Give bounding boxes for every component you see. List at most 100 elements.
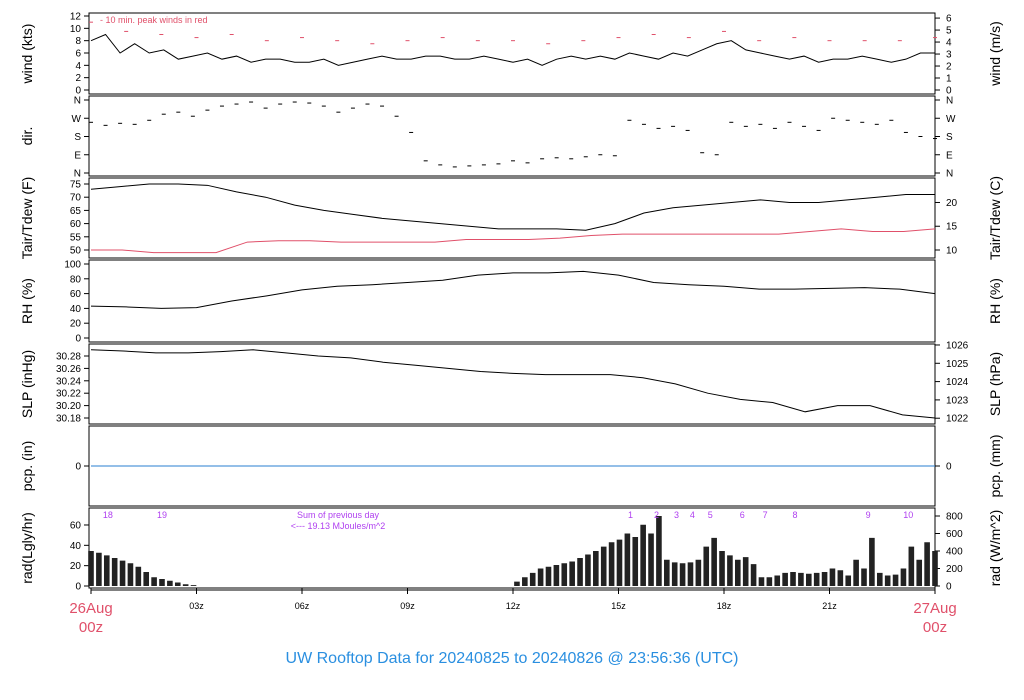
rad-bar — [932, 551, 938, 586]
series-line-SLP — [90, 349, 936, 419]
rad-bar — [861, 568, 867, 586]
rad-bar — [766, 577, 773, 586]
rad-bar — [892, 574, 899, 586]
rad-bar — [648, 533, 654, 586]
rad-bar — [111, 558, 118, 586]
x-tick-label: 06z — [295, 601, 310, 611]
ytick-right-label-dir: N — [946, 169, 953, 180]
ytick-right-label-rad: 0 — [946, 582, 952, 593]
rad-bar — [585, 554, 591, 586]
panel-frame-rh — [88, 259, 936, 343]
ytick-right-label-pcp: 0 — [946, 462, 952, 473]
ylabel-dir: dir. — [19, 127, 35, 146]
rad-bar — [727, 555, 733, 586]
rad-bar — [96, 552, 102, 586]
rad-bar — [916, 559, 923, 586]
rad-bar — [127, 563, 134, 586]
rad-bar — [561, 563, 568, 586]
rad-hour-label: 5 — [708, 510, 713, 520]
ytick-label-wind: 8 — [75, 36, 81, 47]
rad-bar — [798, 572, 804, 586]
rad-bar — [821, 572, 828, 586]
ylabel-slp: SLP (inHg) — [19, 350, 35, 418]
rad-bar — [750, 564, 757, 586]
rad-bar — [522, 577, 528, 586]
rad-bar — [616, 539, 623, 586]
ytick-label-temp: 65 — [70, 206, 82, 217]
ylabel-temp: Tair/Tdew (F) — [19, 177, 35, 259]
rad-bar — [869, 537, 875, 586]
ylabel-rh: RH (%) — [19, 278, 35, 324]
ylabel-right-wind: wind (m/s) — [987, 21, 1003, 87]
ytick-label-dir: N — [74, 96, 81, 107]
ylabel-wind: wind (kts) — [19, 24, 35, 85]
rad-bar — [703, 546, 710, 586]
rad-hour-label: 3 — [674, 510, 679, 520]
panel-frame-temp — [88, 177, 936, 259]
rad-bar — [900, 568, 907, 586]
panel-frame-rad — [88, 507, 936, 589]
rad-bar — [924, 542, 930, 586]
ytick-label-dir: W — [72, 114, 82, 125]
ytick-right-label-temp: 10 — [946, 246, 958, 257]
ylabel-right-temp: Tair/Tdew (C) — [987, 176, 1003, 260]
ytick-right-label-rad: 800 — [946, 512, 963, 523]
ytick-right-label-rad: 200 — [946, 564, 963, 575]
rad-bar — [167, 580, 173, 586]
rad-bar — [537, 568, 544, 586]
ytick-right-label-dir: E — [946, 150, 953, 161]
ytick-label-temp: 70 — [70, 193, 82, 204]
peak-wind-note: - 10 min. peak winds in red — [100, 15, 208, 25]
ytick-label-wind: 0 — [75, 86, 81, 97]
rad-bar — [143, 572, 150, 586]
ytick-label-rh: 40 — [70, 304, 82, 315]
ytick-label-slp: 30.24 — [56, 376, 81, 387]
rad-bar — [758, 577, 765, 586]
rad-hour-label: 19 — [157, 510, 167, 520]
ytick-label-rad: 0 — [75, 582, 81, 593]
ytick-right-label-rad: 600 — [946, 529, 963, 540]
rad-bar — [119, 560, 126, 586]
rad-bar — [742, 557, 749, 586]
x-tick-label: 12z — [506, 601, 521, 611]
ytick-right-label-dir: N — [946, 96, 953, 107]
series-line-wind — [90, 33, 935, 66]
rad-hour-label: 7 — [763, 510, 768, 520]
rad-bar — [790, 572, 796, 586]
ytick-label-wind: 4 — [75, 61, 81, 72]
rad-bar — [837, 570, 844, 586]
ytick-label-slp: 30.26 — [56, 364, 81, 375]
ytick-label-dir: S — [74, 132, 81, 143]
ytick-label-temp: 55 — [70, 232, 82, 243]
ytick-right-label-slp: 1023 — [946, 395, 969, 406]
rad-bar — [656, 516, 662, 586]
rad-hour-label: 10 — [903, 510, 913, 520]
ytick-right-label-temp: 15 — [946, 222, 958, 233]
x-tick-label: 21z — [822, 601, 837, 611]
rad-hour-label: 18 — [103, 510, 113, 520]
ytick-label-slp: 30.20 — [56, 401, 81, 412]
ytick-label-rh: 60 — [70, 289, 82, 300]
x-tick-label: 03z — [189, 601, 204, 611]
ytick-right-label-dir: W — [946, 114, 956, 125]
rad-bar — [679, 563, 686, 586]
ytick-label-dir: N — [74, 169, 81, 180]
rad-bar — [182, 584, 189, 586]
rad-bar — [569, 561, 575, 586]
ylabel-rad: rad(Lgly/hr) — [19, 512, 35, 584]
rad-hour-label: 4 — [690, 510, 695, 520]
rad-bar — [845, 575, 852, 586]
ytick-label-rad: 60 — [70, 520, 82, 531]
ytick-right-label-wind: 4 — [946, 38, 952, 49]
rad-bar — [695, 559, 702, 586]
rad-hour-label: 6 — [740, 510, 745, 520]
ylabel-right-slp: SLP (hPa) — [987, 352, 1003, 416]
ytick-label-slp: 30.18 — [56, 414, 81, 425]
rad-bar — [664, 559, 670, 586]
ytick-label-temp: 60 — [70, 219, 82, 230]
ytick-right-label-wind: 1 — [946, 74, 952, 85]
series-line-Tair — [90, 183, 935, 231]
ytick-label-slp: 30.28 — [56, 352, 81, 363]
